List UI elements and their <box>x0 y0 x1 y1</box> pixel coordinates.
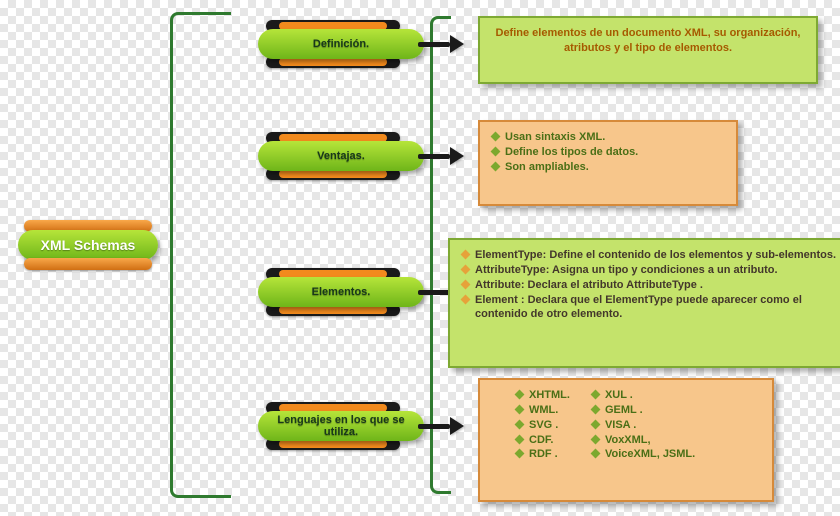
desc-item: Attribute: Declara el atributo Attribute… <box>462 278 840 293</box>
desc-item-text: VISA . <box>605 418 695 433</box>
desc-item-text: Son ampliables. <box>505 160 724 175</box>
bullet-diamond-icon <box>591 419 601 429</box>
desc-text: Define elementos de un documento XML, su… <box>492 26 804 56</box>
desc-item-bold: ElementType <box>475 249 543 261</box>
arrow-shaft <box>418 154 450 159</box>
desc-item: Element : Declara que el ElementType pue… <box>462 293 840 323</box>
sub-node-elementos: Elementos. <box>258 268 408 316</box>
desc-item: Usan sintaxis XML. <box>492 130 724 145</box>
sub-node-ventajas: Ventajas. <box>258 132 408 180</box>
sub-node-label: Definición. <box>258 29 424 59</box>
desc-item-bold: Attribute <box>475 279 521 291</box>
sub-cap-inner <box>279 170 386 178</box>
desc-item-text: Attribute: Declara el atributo Attribute… <box>475 278 840 293</box>
desc-two-col: XHTML.WML.SVG .CDF.RDF . XUL .GEML .VISA … <box>492 388 760 462</box>
arrow-head <box>450 417 464 435</box>
desc-item: XHTML. <box>516 388 570 403</box>
sub-node-definicion: Definición. <box>258 20 408 68</box>
sub-node-label: Lenguajes en los que se utiliza. <box>258 411 424 441</box>
desc-item-text: RDF . <box>529 447 570 462</box>
desc-item: GEML . <box>592 403 695 418</box>
desc-item: Define los tipos de datos. <box>492 145 724 160</box>
desc-item: ElementType: Define el contenido de los … <box>462 248 840 263</box>
root-label: XML Schemas <box>18 230 158 260</box>
desc-item-text: CDF. <box>529 433 570 448</box>
bullet-diamond-icon <box>461 279 471 289</box>
arrow-shaft <box>418 290 450 295</box>
arrow-head <box>450 35 464 53</box>
desc-item-text: AttributeType: Asigna un tipo y condicio… <box>475 263 840 278</box>
bullet-diamond-icon <box>515 449 525 459</box>
sub-cap-inner <box>279 306 386 314</box>
bullet-diamond-icon <box>515 404 525 414</box>
desc-item-text: VoiceXML, JSML. <box>605 447 695 462</box>
root-node: XML Schemas <box>18 220 158 270</box>
desc-item: VISA . <box>592 418 695 433</box>
arrow-definicion <box>418 34 464 54</box>
bullet-diamond-icon <box>461 294 471 304</box>
desc-item-text: Element : Declara que el ElementType pue… <box>475 293 840 323</box>
desc-item-text: Define los tipos de datos. <box>505 145 724 160</box>
desc-item-bold: Element <box>475 294 518 306</box>
desc-item: XUL . <box>592 388 695 403</box>
desc-item-text: ElementType: Define el contenido de los … <box>475 248 840 263</box>
desc-item-text: VoxXML, <box>605 433 695 448</box>
desc-item: SVG . <box>516 418 570 433</box>
arrow-shaft <box>418 42 450 47</box>
desc-item-text: SVG . <box>529 418 570 433</box>
sub-node-lenguajes: Lenguajes en los que se utiliza. <box>258 402 408 450</box>
desc-box-lenguajes: XHTML.WML.SVG .CDF.RDF . XUL .GEML .VISA … <box>478 378 774 502</box>
desc-item: AttributeType: Asigna un tipo y condicio… <box>462 263 840 278</box>
bullet-diamond-icon <box>515 419 525 429</box>
desc-item-text: GEML . <box>605 403 695 418</box>
desc-item: VoiceXML, JSML. <box>592 447 695 462</box>
desc-item-bold: AttributeType <box>475 264 546 276</box>
sub-node-label: Ventajas. <box>258 141 424 171</box>
arrow-lenguajes <box>418 416 464 436</box>
bullet-diamond-icon <box>515 390 525 400</box>
outer-bracket <box>170 12 231 498</box>
desc-item: Son ampliables. <box>492 160 724 175</box>
bullet-diamond-icon <box>491 132 501 142</box>
desc-item: VoxXML, <box>592 433 695 448</box>
desc-box-definicion: Define elementos de un documento XML, su… <box>478 16 818 84</box>
desc-item-text: XHTML. <box>529 388 570 403</box>
arrow-ventajas <box>418 146 464 166</box>
bullet-diamond-icon <box>515 434 525 444</box>
desc-item-text: XUL . <box>605 388 695 403</box>
bullet-diamond-icon <box>491 146 501 156</box>
desc-item: WML. <box>516 403 570 418</box>
root-cap-bot <box>24 258 152 270</box>
bullet-diamond-icon <box>491 161 501 171</box>
desc-item: CDF. <box>516 433 570 448</box>
bullet-diamond-icon <box>591 449 601 459</box>
sub-cap-inner <box>279 440 386 448</box>
bullet-diamond-icon <box>591 404 601 414</box>
bullet-diamond-icon <box>461 250 471 260</box>
diagram-stage: XML Schemas Definición. Define elementos d… <box>0 0 840 516</box>
bullet-diamond-icon <box>591 434 601 444</box>
arrow-head <box>450 147 464 165</box>
arrow-shaft <box>418 424 450 429</box>
bullet-diamond-icon <box>591 390 601 400</box>
sub-cap-inner <box>279 58 386 66</box>
desc-box-ventajas: Usan sintaxis XML.Define los tipos de da… <box>478 120 738 206</box>
desc-col-right: XUL .GEML .VISA .VoxXML,VoiceXML, JSML. <box>592 388 695 462</box>
desc-col-left: XHTML.WML.SVG .CDF.RDF . <box>516 388 570 462</box>
desc-box-elementos: ElementType: Define el contenido de los … <box>448 238 840 368</box>
sub-node-label: Elementos. <box>258 277 424 307</box>
desc-item-text: Usan sintaxis XML. <box>505 130 724 145</box>
desc-item-text: WML. <box>529 403 570 418</box>
desc-item: RDF . <box>516 447 570 462</box>
bullet-diamond-icon <box>461 264 471 274</box>
